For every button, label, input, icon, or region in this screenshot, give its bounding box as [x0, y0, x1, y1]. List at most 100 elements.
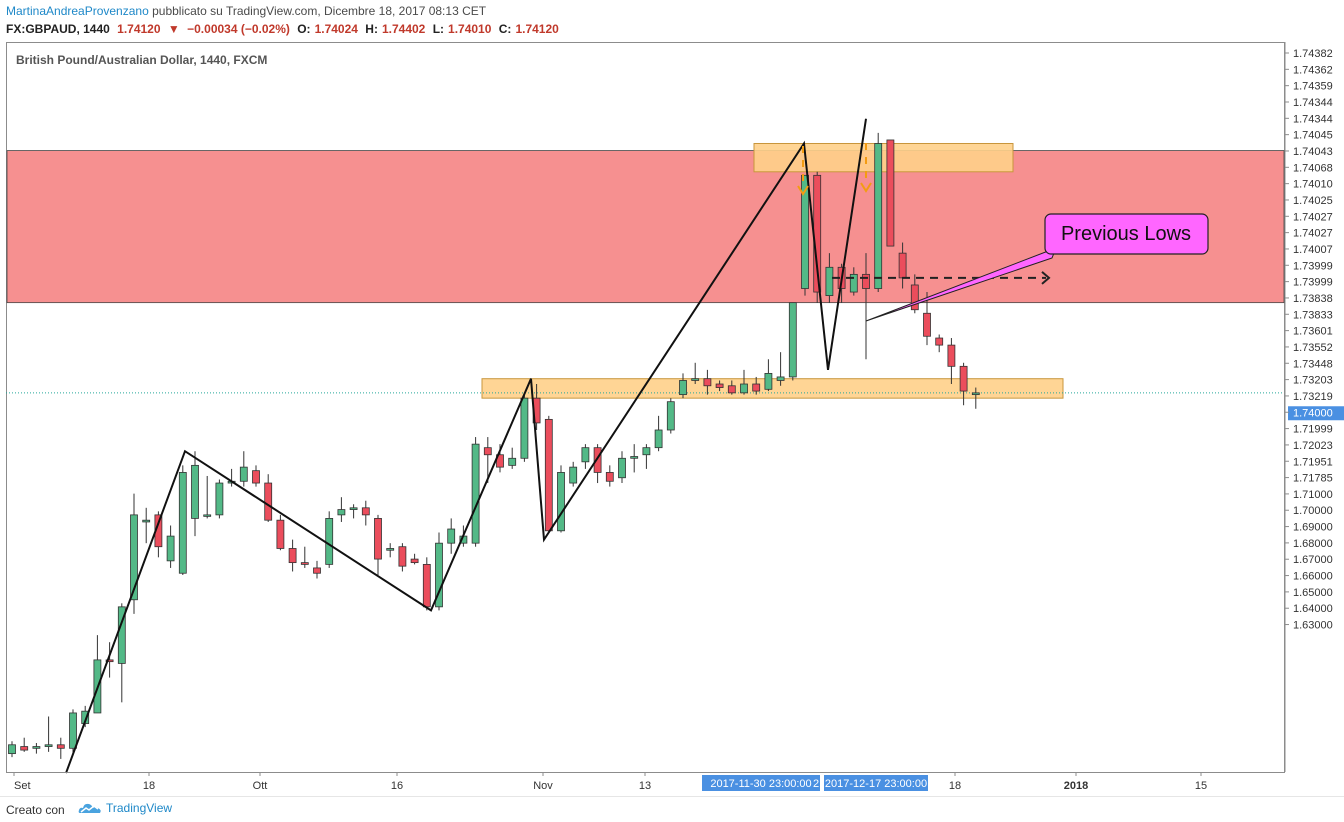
candle-body [288, 548, 297, 564]
price-change: −0.00034 (−0.02%) [187, 22, 290, 36]
candle-body [544, 418, 553, 532]
candle-body [508, 457, 517, 466]
candle-body [130, 514, 138, 601]
candle-body [642, 447, 651, 456]
y-tick-label: 1.70000 [1293, 505, 1333, 517]
candle [947, 338, 956, 385]
y-tick-label: 1.74045 [1293, 130, 1333, 142]
y-tick-label: 1.73601 [1293, 326, 1333, 338]
candle-body [740, 383, 748, 394]
candle-body [862, 273, 870, 289]
candle-body [801, 174, 809, 289]
low-label: L: [432, 22, 445, 36]
candle [56, 737, 65, 759]
candle-body [56, 744, 65, 749]
y-tick-label: 1.71999 [1293, 424, 1333, 436]
x-tick-label: 15 [1195, 780, 1207, 792]
chart-area[interactable]: British Pound/Australian Dollar, 1440, F… [6, 42, 1344, 796]
candle-body [654, 429, 663, 449]
candle [788, 302, 797, 381]
y-tick-label: 1.74382 [1293, 48, 1333, 60]
candle-body [703, 378, 712, 387]
candle-body [215, 482, 224, 516]
candle [313, 560, 321, 579]
published-info: pubblicato su TradingView.com, Dicembre … [152, 4, 487, 18]
tradingview-link[interactable]: TradingView [78, 801, 172, 815]
candle-body [422, 563, 431, 608]
candle [447, 518, 456, 554]
candle-body [471, 443, 480, 544]
candle [923, 292, 931, 346]
candle [130, 493, 138, 614]
candle [471, 437, 480, 547]
candle-body [337, 509, 346, 516]
candle [276, 514, 285, 551]
y-tick-label: 1.71785 [1293, 473, 1333, 485]
orange-down-arrow-icon [860, 143, 872, 193]
y-tick-label: 1.73448 [1293, 358, 1333, 370]
callout-text: Previous Lows [1061, 223, 1191, 245]
candle-body [276, 519, 285, 549]
y-tick-label: 1.74043 [1293, 146, 1333, 158]
candle-body [630, 456, 639, 459]
candle [703, 369, 712, 395]
previous-high-level [753, 142, 1014, 173]
candle-body [325, 518, 334, 565]
candle-body [8, 744, 16, 755]
candle-body [752, 383, 761, 392]
candle [178, 465, 187, 576]
candle-body [386, 548, 395, 551]
time-tag-start [702, 775, 820, 791]
symbol-label: FX:GBPAUD, 1440 [6, 22, 110, 36]
y-tick-label: 1.71000 [1293, 489, 1333, 501]
time-tag-start-label: 2017-11-30 23:00:00 [710, 778, 811, 790]
candle [740, 369, 748, 395]
candle [581, 444, 590, 469]
y-tick-label: 1.73999 [1293, 277, 1333, 289]
candlestick-chart[interactable]: British Pound/Australian Dollar, 1440, F… [6, 42, 1344, 796]
y-tick-label: 1.65000 [1293, 587, 1333, 599]
arrow-head-icon [1041, 271, 1051, 285]
candle-body [361, 507, 370, 516]
candle-body [520, 397, 529, 459]
last-price: 1.74120 [117, 22, 161, 36]
x-tick-label: 13 [639, 780, 651, 792]
candle-body [971, 392, 980, 396]
candle [593, 444, 602, 484]
y-tick-label: 1.66000 [1293, 571, 1333, 583]
candle-body [788, 302, 797, 378]
candle [752, 376, 761, 395]
close-value: 1.74120 [515, 22, 559, 36]
arrow-tip [797, 185, 809, 196]
candle-body [874, 143, 883, 289]
y-tick-label: 1.74010 [1293, 179, 1333, 191]
y-tick-label: 1.74344 [1293, 97, 1333, 109]
x-tick-label: Nov [533, 780, 553, 792]
candle-body [203, 514, 212, 517]
candle [32, 743, 41, 754]
candle [776, 352, 785, 386]
candle-body [910, 284, 919, 311]
y-tick-label: 1.67000 [1293, 554, 1333, 566]
candle [264, 474, 273, 522]
candle-body [666, 401, 675, 431]
cloud-icon [78, 803, 101, 813]
y-tick-label: 1.73833 [1293, 309, 1333, 321]
author-link[interactable]: MartinaAndreaProvenzano [6, 4, 149, 18]
candle [642, 444, 651, 469]
candle-body [825, 266, 834, 296]
candle-body [239, 466, 248, 482]
candle-body [166, 535, 175, 562]
time-tag-gap-label: 2 [813, 778, 819, 790]
candle [508, 447, 517, 469]
open-value: 1.74024 [314, 22, 358, 36]
y-tick-label: 1.64000 [1293, 603, 1333, 615]
made-with-label: Creato con [6, 803, 65, 817]
candle-body [727, 385, 736, 394]
candle-body [679, 380, 687, 396]
candle-body [776, 376, 785, 381]
y-tick-label: 1.74027 [1293, 211, 1333, 223]
candle [300, 546, 309, 568]
candle-body [117, 606, 126, 664]
y-tick-label: 1.73552 [1293, 342, 1333, 354]
